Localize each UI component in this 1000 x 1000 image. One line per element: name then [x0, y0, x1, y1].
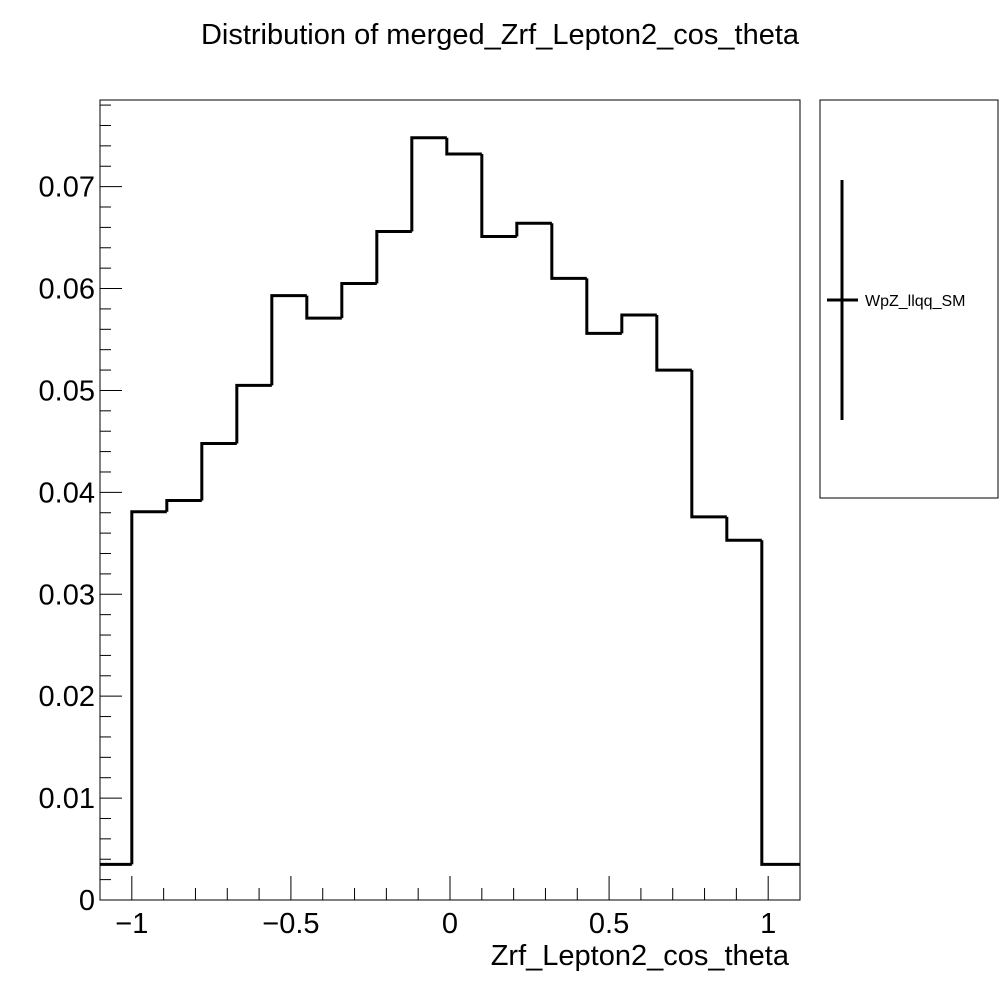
- histogram-bin: [200, 441, 237, 501]
- y-tick-label: 0.06: [39, 274, 95, 306]
- plot-frame: [99, 99, 801, 901]
- histogram-bin: [550, 223, 587, 280]
- x-axis-label: Zrf_Lepton2_cos_theta: [491, 940, 790, 972]
- histogram-bin: [690, 370, 727, 519]
- histogram-bin: [480, 154, 517, 239]
- y-tick-label: 0.03: [39, 579, 95, 611]
- y-tick-label: 0.05: [39, 375, 95, 407]
- histogram-bin: [620, 313, 657, 334]
- histogram-bin: [410, 136, 447, 232]
- histogram-bin: [165, 499, 202, 512]
- y-tick-label: 0.04: [39, 477, 95, 509]
- x-tick-label: 0: [442, 908, 458, 940]
- histogram-bin: [305, 295, 342, 320]
- histogram-bin: [445, 137, 482, 156]
- legend-entry-label: WpZ_llqq_SM: [865, 293, 965, 310]
- histogram-bin: [725, 516, 762, 542]
- y-axis: 0 0.01 0.02 0.03 0.04 0.05 0.06 0.07: [39, 104, 122, 917]
- legend: WpZ_llqq_SM: [819, 99, 999, 499]
- histogram-bin: [585, 278, 622, 335]
- histogram-bin: [130, 510, 167, 865]
- histogram-bin: [655, 315, 692, 372]
- histogram-series: [100, 136, 800, 866]
- x-tick-label: 1: [760, 908, 776, 940]
- y-tick-label: 0.07: [39, 172, 95, 204]
- y-tick-label: 0.01: [39, 783, 95, 815]
- x-axis: −1 −0.5 0 0.5 1: [99, 876, 801, 940]
- x-tick-label: −1: [115, 908, 148, 940]
- y-tick-label: 0: [79, 885, 95, 917]
- chart-title: Distribution of merged_Zrf_Lepton2_cos_t…: [201, 19, 800, 51]
- x-tick-label: −0.5: [262, 908, 319, 940]
- legend-box: [819, 99, 999, 499]
- histogram-bin: [375, 229, 412, 284]
- histogram-bin: [270, 294, 307, 386]
- histogram-bin: [515, 221, 552, 237]
- histogram-bin: [235, 383, 272, 444]
- y-tick-label: 0.02: [39, 681, 95, 713]
- x-tick-label: 0.5: [589, 908, 629, 940]
- histogram-bin: [340, 281, 377, 319]
- histogram-bin: [760, 540, 800, 866]
